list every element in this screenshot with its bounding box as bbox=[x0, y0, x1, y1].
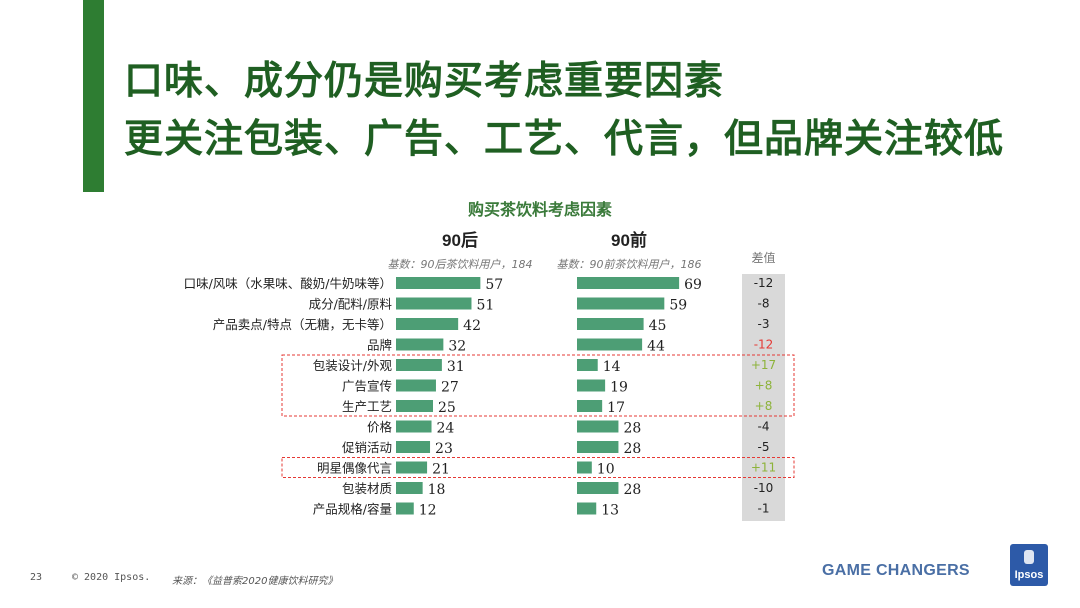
bar-90qian bbox=[577, 420, 619, 433]
diff-value: -3 bbox=[758, 317, 770, 331]
game-changers-tagline: GAME CHANGERS bbox=[822, 562, 970, 579]
diff-value: +17 bbox=[751, 358, 776, 372]
data-label-90hou: 32 bbox=[448, 339, 466, 355]
data-label-90qian: 69 bbox=[684, 277, 702, 293]
bar-90qian bbox=[577, 461, 592, 474]
data-label-90qian: 45 bbox=[649, 318, 667, 334]
category-label: 价格 bbox=[367, 420, 393, 435]
page-number: 23 bbox=[30, 572, 43, 583]
series-base-note: 基数：90后茶饮料用户，184 bbox=[388, 258, 533, 271]
diff-value: -12 bbox=[754, 338, 774, 352]
data-label-90qian: 28 bbox=[623, 421, 641, 437]
bar-90hou bbox=[396, 482, 423, 494]
bar-90qian bbox=[577, 338, 643, 351]
highlight-box bbox=[281, 457, 795, 478]
data-label-90qian: 19 bbox=[610, 380, 628, 396]
chart-title: 购买茶饮料考虑因素 bbox=[467, 200, 612, 219]
data-label-90hou: 23 bbox=[435, 441, 453, 457]
bar-90hou bbox=[396, 338, 444, 351]
category-label: 成分/配料/原料 bbox=[309, 297, 393, 312]
diff-value: -8 bbox=[758, 297, 770, 311]
series-base-note: 基数：90前茶饮料用户，186 bbox=[557, 258, 702, 271]
data-label-90qian: 13 bbox=[601, 503, 619, 519]
bar-90qian bbox=[577, 359, 598, 371]
bar-90qian bbox=[577, 318, 644, 330]
data-label-90hou: 25 bbox=[438, 400, 456, 416]
category-label: 生产工艺 bbox=[342, 399, 392, 414]
bar-90hou bbox=[396, 359, 442, 371]
data-label-90hou: 57 bbox=[485, 277, 503, 293]
category-label: 口味/风味（水果味、酸奶/牛奶味等） bbox=[184, 276, 392, 291]
data-label-90hou: 42 bbox=[463, 318, 481, 334]
category-label: 产品规格/容量 bbox=[313, 502, 392, 517]
bar-90hou bbox=[396, 461, 428, 474]
data-label-90hou: 18 bbox=[428, 482, 446, 498]
ipsos-logo-text: Ipsos bbox=[1014, 569, 1044, 581]
diff-value: -4 bbox=[758, 420, 770, 434]
bar-90qian bbox=[577, 441, 619, 453]
title-accent-bar bbox=[83, 0, 104, 192]
bar-90qian bbox=[577, 297, 665, 310]
data-label-90qian: 59 bbox=[669, 298, 687, 314]
diff-value: -12 bbox=[754, 276, 774, 290]
diff-value: -5 bbox=[758, 440, 770, 454]
bar-90hou bbox=[396, 502, 414, 515]
highlight-box bbox=[281, 354, 795, 417]
diff-header: 差值 bbox=[751, 250, 775, 265]
data-label-90hou: 27 bbox=[441, 380, 459, 396]
copyright: © 2020 Ipsos. bbox=[72, 572, 151, 583]
category-label: 品牌 bbox=[367, 338, 392, 353]
data-label-90hou: 21 bbox=[432, 462, 450, 478]
data-label-90hou: 24 bbox=[437, 421, 455, 437]
diff-value: +8 bbox=[755, 399, 773, 413]
category-label: 包装材质 bbox=[342, 481, 392, 496]
category-label: 广告宣传 bbox=[342, 379, 392, 394]
data-label-90qian: 44 bbox=[647, 339, 665, 355]
category-label: 明星偶像代言 bbox=[317, 461, 392, 476]
category-label: 促销活动 bbox=[342, 440, 392, 455]
bar-90qian bbox=[577, 277, 680, 289]
bar-90hou bbox=[396, 277, 481, 289]
bar-90qian bbox=[577, 502, 597, 515]
diff-value: +8 bbox=[755, 379, 773, 393]
bar-90hou bbox=[396, 318, 459, 330]
data-label-90qian: 28 bbox=[623, 441, 641, 457]
diff-value: -10 bbox=[754, 481, 774, 495]
diff-column-background bbox=[742, 274, 785, 521]
bar-90hou bbox=[396, 379, 436, 392]
bar-90qian bbox=[577, 400, 603, 412]
bar-90hou bbox=[396, 420, 432, 433]
bar-90hou bbox=[396, 297, 472, 310]
category-label: 产品卖点/特点（无糖，无卡等） bbox=[213, 317, 392, 332]
category-label: 包装设计/外观 bbox=[313, 358, 393, 373]
data-label-90qian: 14 bbox=[603, 359, 621, 375]
diff-value: -1 bbox=[758, 502, 770, 516]
bar-90qian bbox=[577, 482, 619, 494]
data-label-90hou: 12 bbox=[419, 503, 437, 519]
data-label-90hou: 31 bbox=[447, 359, 465, 375]
slide-title-line-2: 更关注包装、广告、工艺、代言，但品牌关注较低 bbox=[124, 117, 1005, 162]
data-label-90hou: 51 bbox=[476, 298, 494, 314]
bar-90hou bbox=[396, 400, 433, 412]
diff-value: +11 bbox=[751, 461, 776, 475]
series-header: 90前 bbox=[611, 230, 647, 250]
ipsos-logo: Ipsos bbox=[1010, 544, 1048, 586]
source-note: 来源：《益普索2020健康饮料研究》 bbox=[172, 576, 338, 587]
data-label-90qian: 10 bbox=[597, 462, 615, 478]
series-header: 90后 bbox=[442, 231, 478, 250]
bar-90qian bbox=[577, 379, 606, 392]
slide-title-line-1: 口味、成分仍是购买考虑重要因素 bbox=[124, 59, 725, 104]
ipsos-logo-mark-icon bbox=[1024, 550, 1034, 564]
data-label-90qian: 17 bbox=[607, 400, 625, 416]
bar-90hou bbox=[396, 441, 431, 453]
data-label-90qian: 28 bbox=[623, 482, 641, 498]
